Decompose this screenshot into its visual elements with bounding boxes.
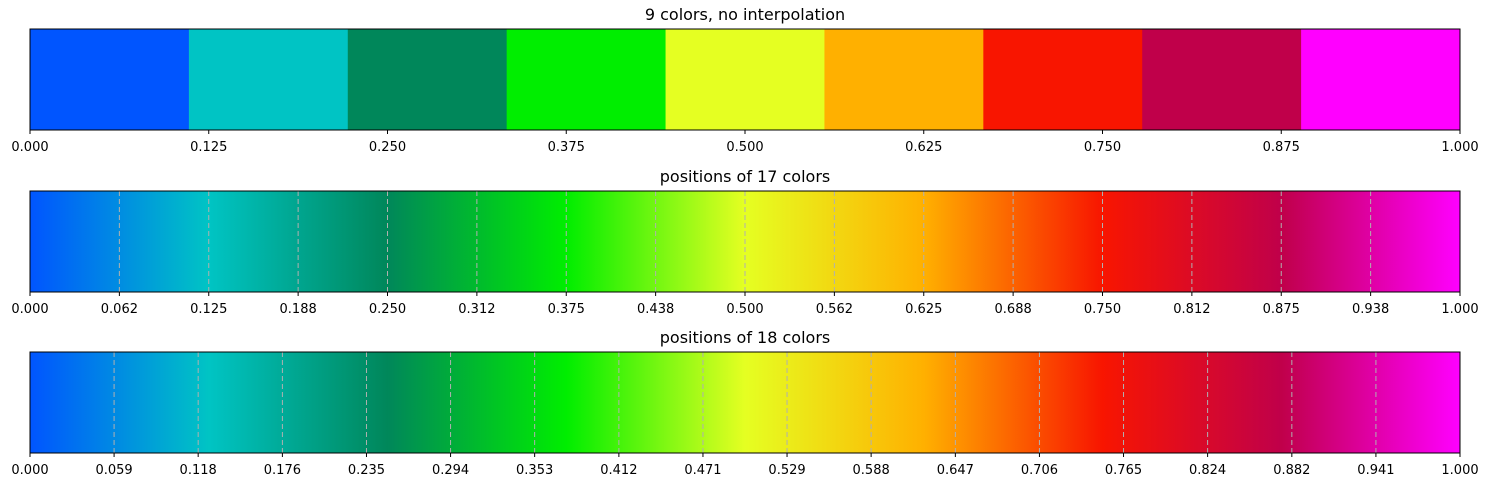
x-tick-label: 0.353 [516, 463, 553, 478]
x-tick-label: 0.059 [95, 463, 132, 478]
colorbar-3: 0.000 0.059 0.118 0.176 0.235 0.294 0.353 0.412… [11, 351, 1479, 478]
x-tick-label: 0.375 [548, 302, 585, 317]
x-tick-label: 0.294 [432, 463, 469, 478]
color-block [188, 29, 349, 130]
x-tick-label: 0.125 [190, 302, 227, 317]
x-tick-label: 0.375 [548, 140, 585, 155]
x-tick-label: 0.625 [905, 140, 942, 155]
x-tick-label: 0.250 [369, 302, 406, 317]
color-block [347, 29, 508, 130]
x-tick-label: 0.765 [1105, 463, 1142, 478]
x-tick-label: 0.188 [280, 302, 317, 317]
color-block [1142, 29, 1302, 130]
x-tick-label: 0.750 [1084, 140, 1121, 155]
color-block [506, 29, 667, 130]
x-tick-label: 0.062 [101, 302, 138, 317]
x-tick-label: 0.000 [11, 140, 48, 155]
x-tick-label: 0.812 [1173, 302, 1210, 317]
colorbar-2: 0.000 0.062 0.125 0.188 0.250 0.312 0.375 0.438… [11, 190, 1479, 317]
gradient-bar [30, 352, 1460, 453]
x-tick-label: 0.688 [995, 302, 1032, 317]
x-tick-label: 0.471 [684, 463, 721, 478]
color-block [824, 29, 984, 130]
axes-frame [29, 351, 1461, 454]
x-tick-label: 0.000 [11, 463, 48, 478]
x-tick-label: 0.118 [180, 463, 217, 478]
x-tick-label: 1.000 [1441, 302, 1478, 317]
x-tick-label: 0.938 [1352, 302, 1389, 317]
x-tick-label: 0.588 [853, 463, 890, 478]
chart-title-3: positions of 18 colors [659, 328, 831, 347]
color-block [1301, 29, 1461, 130]
x-tick-label: 0.176 [264, 463, 301, 478]
x-tick-label: 0.875 [1263, 140, 1300, 155]
colorbar-1: 0.000 0.125 0.250 0.375 0.500 0.625 0.750 0.875… [11, 28, 1479, 155]
x-tick-label: 1.000 [1441, 140, 1478, 155]
x-tick-label: 0.875 [1263, 302, 1300, 317]
chart-title-1: 9 colors, no interpolation [644, 5, 846, 24]
x-tick-label: 0.647 [937, 463, 974, 478]
x-tick-label: 0.625 [905, 302, 942, 317]
color-block [665, 29, 825, 130]
x-tick-label: 0.529 [768, 463, 805, 478]
x-tick-label: 0.412 [600, 463, 637, 478]
x-tick-label: 0.941 [1357, 463, 1394, 478]
x-tick-label: 0.235 [348, 463, 385, 478]
x-tick-label: 0.882 [1273, 463, 1310, 478]
color-block [983, 29, 1143, 130]
chart-title-2: positions of 17 colors [659, 167, 831, 186]
color-block [30, 29, 190, 130]
x-tick-label: 0.562 [816, 302, 853, 317]
x-tick-label: 1.000 [1441, 463, 1478, 478]
x-tick-label: 0.312 [458, 302, 495, 317]
x-tick-label: 0.824 [1189, 463, 1226, 478]
x-tick-label: 0.438 [637, 302, 674, 317]
x-tick-label: 0.750 [1084, 302, 1121, 317]
x-tick-label: 0.000 [11, 302, 48, 317]
x-tick-label: 0.250 [369, 140, 406, 155]
x-tick-label: 0.706 [1021, 463, 1058, 478]
x-tick-label: 0.125 [190, 140, 227, 155]
x-tick-label: 0.500 [726, 140, 763, 155]
x-tick-label: 0.500 [726, 302, 763, 317]
